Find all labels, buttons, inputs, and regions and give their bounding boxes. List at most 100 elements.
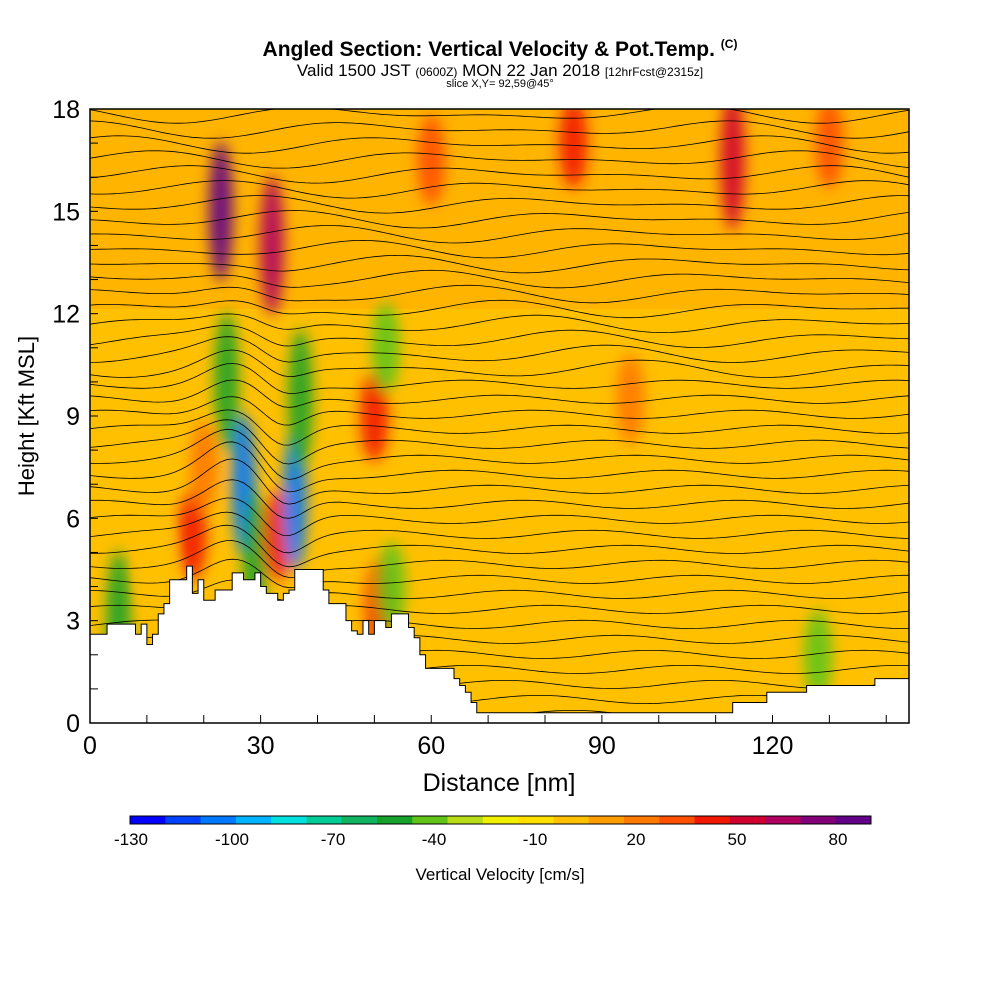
velocity-cell [417,115,446,206]
isentrope-line [90,396,909,426]
colorbar-tick-label: 50 [728,830,747,849]
velocity-cell [189,422,218,513]
valid-prefix: Valid 1500 JST [296,61,411,80]
y-tick-label: 18 [52,96,80,124]
isentrope-line [90,524,909,568]
isentrope-line [90,120,909,139]
valid-date: MON 22 Jan 2018 [462,61,601,80]
colorbar-swatch [553,816,590,824]
isentrope-line [90,511,909,554]
isentrope-line [90,497,909,537]
isentrope-line [90,255,909,274]
colorbar-tick-label: -130 [114,830,148,849]
velocity-cell [815,109,844,189]
colorbar-swatch [271,816,307,824]
velocity-cell [144,524,173,615]
isentrope-line [90,225,909,244]
isentrope-line [90,135,909,154]
colorbar-tick-label: -10 [523,830,548,849]
isentrope-line [90,324,909,349]
velocity-cell [559,109,588,189]
isentrope-line [90,428,909,480]
x-axis: 0 30 60 90 120 [83,715,887,760]
y-axis-label: Height [Kft MSL] [14,336,39,496]
isentrope-line [90,313,909,333]
isentrope-line [90,109,909,124]
velocity-cell [214,311,239,452]
colorbar-swatch [835,816,872,824]
colorbar-swatch [200,816,237,824]
velocity-cell [804,609,832,700]
y-tick-label: 3 [66,608,80,636]
colorbar-swatch [447,816,484,824]
colorbar-tick-label: -70 [321,830,346,849]
valid-time: Valid 1500 JST (0600Z) MON 22 Jan 2018 [… [0,61,1000,81]
isentrope-line [90,299,909,319]
colorbar-tick-label: -100 [215,830,249,849]
colorbar-swatch [235,816,272,824]
x-tick-label: 0 [83,732,97,760]
y-axis: 0 3 6 9 12 15 18 [52,96,98,738]
isentrope-line [90,210,909,229]
velocity-cell [360,371,389,461]
colorbar-swatch [412,816,449,824]
colorbar-swatch [588,816,625,824]
isentrope-line [90,91,909,108]
isentrope-line [90,441,909,493]
isentrope-line [90,284,909,304]
colorbar-label: Vertical Velocity [cm/s] [415,865,584,884]
colorbar-swatch [518,816,554,824]
colorbar-swatch [800,816,837,824]
terrain-mask [90,565,909,723]
isentrope-line [90,458,909,505]
x-tick-label: 30 [247,732,275,760]
colorbar-tick-labels: -130 -100 -70 -40 -10 20 50 80 [114,830,847,849]
x-tick-label: 60 [417,732,445,760]
isentrope-line [90,419,909,465]
isentrope-line [90,165,909,184]
isentrope-line [90,579,909,602]
colorbar-tick-label: 80 [829,830,848,849]
colorbar-swatch [306,816,343,824]
colorbar-swatch [130,816,166,824]
x-axis-label: Distance [nm] [423,769,576,797]
isentrope-line [90,379,909,408]
isentrope-line [90,540,909,578]
isentrope-line [90,195,909,214]
colorbar [129,815,872,825]
y-tick-label: 9 [66,403,80,431]
velocity-cell [260,175,284,316]
isentrope-line [90,479,909,519]
velocity-cell [616,353,645,444]
slice-info: slice X,Y= 92,59@45° [446,78,554,90]
isentrope-line [90,336,909,363]
isentrope-line [90,409,909,446]
isentrope-line [90,363,909,394]
colorbar-swatch [729,816,766,824]
isentrope-line [90,269,909,289]
x-tick-label: 120 [752,732,794,760]
colorbar-tick-label: 20 [627,830,646,849]
colorbar-frame [129,815,872,825]
velocity-cell [288,328,313,469]
chart-title: Angled Section: Vertical Velocity & Pot.… [0,37,1000,62]
forecast-info: [12hrFcst@2315z] [604,65,704,79]
chart-title-text: Angled Section: Vertical Velocity & Pot.… [262,38,715,61]
velocity-cell [208,141,233,282]
valid-utc: (0600Z) [415,65,458,79]
y-tick-label: 0 [66,710,80,738]
colorbar-swatch [624,816,660,824]
isentrope-line [90,349,909,378]
colorbar-swatch [482,816,519,824]
velocity-cell [371,302,400,393]
velocity-field [106,109,844,700]
isentrope-line [90,558,909,589]
x-tick-label: 90 [588,732,616,760]
y-tick-label: 12 [52,301,80,329]
velocity-cell [720,109,745,231]
colorbar-swatch [765,816,801,824]
y-tick-label: 15 [52,198,80,226]
isentrope-line [90,239,909,259]
colorbar-swatch [377,816,413,824]
